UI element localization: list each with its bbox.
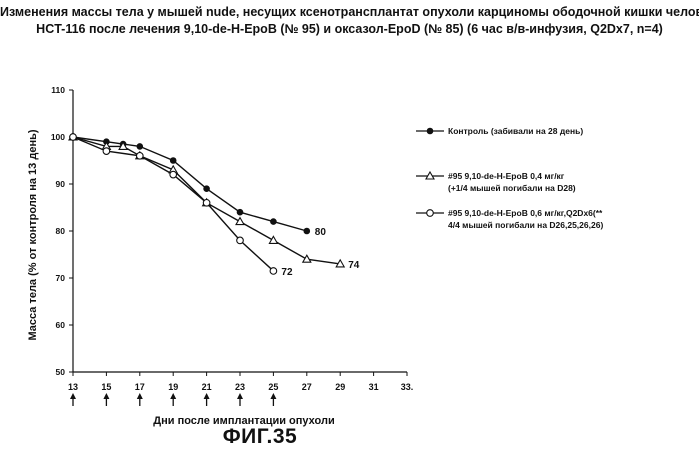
y-tick-label: 90 [56,179,66,189]
y-tick-label: 50 [56,367,66,377]
dose-arrow-head [137,393,143,399]
x-tick-label: 27 [302,382,312,392]
data-point [304,228,310,234]
legend-item-3: #95 9,10-de-H-EpoB 0,6 мг/кг,Q2Dx6(** 4/4… [416,208,603,230]
legend-item-1: Контроль (забивали на 28 день) [416,126,583,136]
legend-label: #95 9,10-de-H-EpoB 0,6 мг/кг,Q2Dx6(** [448,208,603,218]
x-tick-label: 31 [369,382,379,392]
dose-arrow-head [270,393,276,399]
dose-arrow-head [103,393,109,399]
end-value-label: 80 [315,227,327,238]
data-point [137,153,144,160]
data-point [271,219,277,225]
data-point [236,218,244,225]
y-axis-label: Масса тела (% от контроля на 13 день) [27,129,39,340]
x-tick-label: 23 [235,382,245,392]
data-point [170,158,176,164]
data-point [137,144,143,150]
dose-arrow-head [204,393,210,399]
data-point [170,171,177,178]
legend-note: (+1/4 мышей погибали на D28) [448,183,576,193]
x-tick-label: 15 [101,382,111,392]
legend-label: #95 9,10-de-H-EpoB 0,4 мг/кг [448,171,565,181]
legend-marker [427,128,433,134]
series-2: 74 [69,133,360,271]
data-point [70,134,77,141]
legend-marker [427,210,434,217]
data-point [237,237,244,244]
series-line [73,137,273,271]
data-point [203,200,210,207]
x-tick-label: 17 [135,382,145,392]
dose-arrow-head [70,393,76,399]
dose-arrow-head [170,393,176,399]
y-tick-label: 70 [56,273,66,283]
y-tick-label: 60 [56,320,66,330]
x-tick-label: 33. [401,382,414,392]
legend-note: 4/4 мышей погибали на D26,25,26,26) [448,220,603,230]
data-point [270,268,277,275]
end-value-label: 72 [281,267,293,278]
dose-arrow-head [237,393,243,399]
figure-label: ФИГ.35 [0,425,520,449]
legend-item-2: #95 9,10-de-H-EpoB 0,4 мг/кг (+1/4 мышей … [416,171,576,193]
series-group: 80 74 72 [69,133,360,278]
data-point [204,186,210,192]
y-tick-label: 110 [51,85,65,95]
data-point [103,148,110,155]
y-tick-label: 100 [51,132,65,142]
data-point [303,255,311,262]
x-tick-label: 25 [268,382,278,392]
x-tick-label: 29 [335,382,345,392]
x-tick-label: 21 [202,382,212,392]
end-value-label: 74 [348,260,360,271]
legend: Контроль (забивали на 28 день) #95 9,10-d… [416,126,603,230]
y-tick-label: 80 [56,226,66,236]
series-3: 72 [70,134,293,278]
axes: 50607080901001101315171921232527293133.Д… [27,85,413,427]
x-tick-label: 13 [68,382,78,392]
legend-label: Контроль (забивали на 28 день) [448,126,583,136]
data-point [269,236,277,243]
data-point [237,209,243,215]
x-tick-label: 19 [168,382,178,392]
